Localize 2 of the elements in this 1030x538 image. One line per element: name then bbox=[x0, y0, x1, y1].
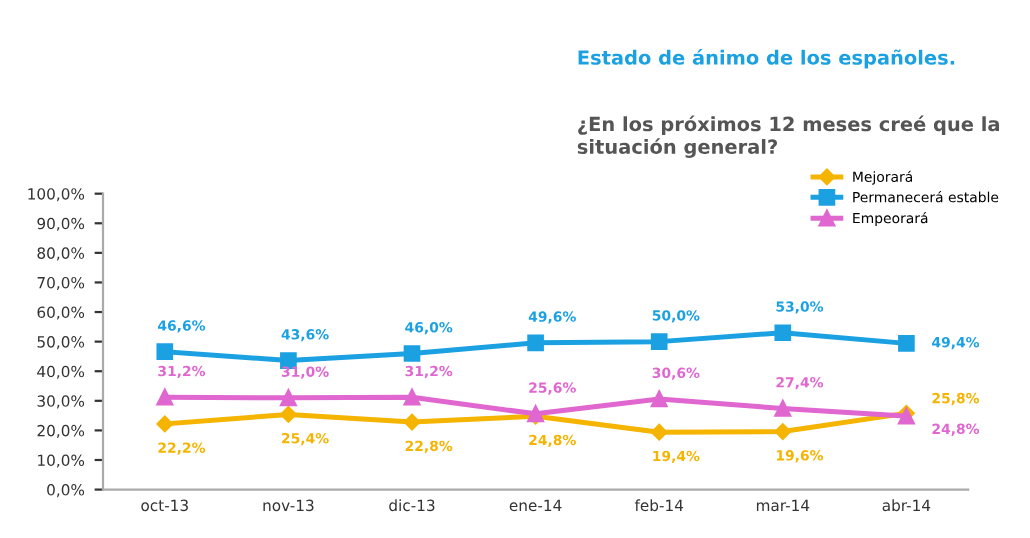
chart-title: Estado de ánimo de los españoles. bbox=[578, 49, 955, 69]
chart-subtitle: ¿En los próximos 12 meses creé que la situación general? bbox=[577, 115, 999, 158]
